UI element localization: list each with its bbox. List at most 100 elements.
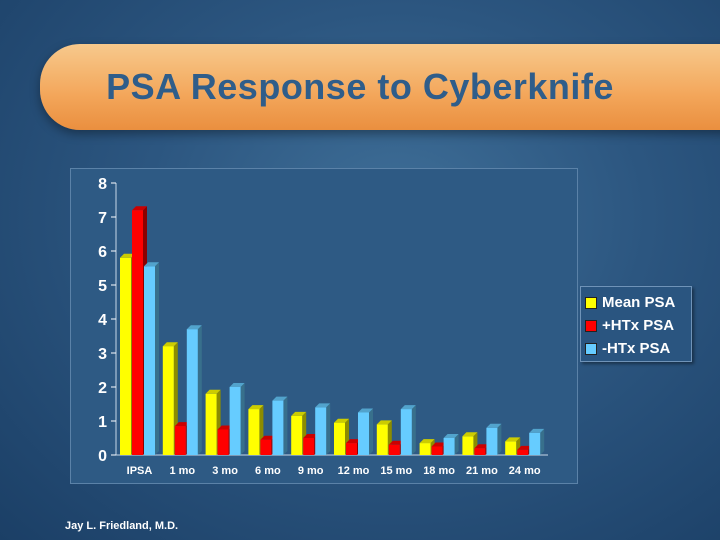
legend-swatch-mean-psa	[585, 296, 597, 309]
bar	[229, 383, 245, 455]
bar-top	[162, 342, 178, 347]
bar-top	[431, 442, 447, 447]
bar-front	[120, 257, 131, 455]
bar	[358, 408, 373, 455]
y-tick-label: 8	[98, 176, 107, 193]
x-tick-label: 3 mo	[212, 465, 238, 477]
bar-top	[486, 423, 502, 428]
bar-front	[205, 393, 217, 455]
title-band	[40, 44, 720, 130]
legend-item-plus-htx-psa: +HTx PSA	[585, 314, 691, 337]
bar-top	[376, 420, 392, 425]
bar	[529, 428, 545, 455]
legend-label: Mean PSA	[602, 294, 676, 311]
bar-front	[474, 448, 486, 455]
bar	[186, 325, 202, 455]
legend: Mean PSA +HTx PSA -HTx PSA	[580, 286, 692, 362]
bar	[315, 403, 331, 455]
bar-top	[120, 253, 135, 258]
bar-top	[217, 425, 233, 430]
y-tick-label: 6	[98, 244, 107, 261]
bar-front	[529, 432, 541, 455]
legend-label: +HTx PSA	[602, 317, 675, 334]
bar	[486, 423, 502, 455]
bar-front	[186, 329, 198, 455]
bar-front	[431, 446, 443, 455]
bar-side	[326, 403, 331, 455]
bar-front	[260, 439, 272, 455]
bar-front	[462, 436, 474, 455]
bar-top	[474, 444, 490, 449]
slide-title: PSA Response to Cyberknife	[106, 66, 614, 107]
legend-item-mean-psa: Mean PSA	[585, 291, 691, 314]
bar-top	[229, 383, 245, 387]
x-tick-label: 6 mo	[255, 465, 281, 477]
bar	[443, 434, 459, 455]
x-tick-label: 15 mo	[380, 465, 412, 477]
bar-front	[505, 441, 517, 455]
bar-front	[400, 409, 412, 455]
bar-front	[144, 266, 155, 455]
y-tick-label: 1	[98, 414, 107, 431]
bar-side	[497, 423, 502, 455]
x-tick-label: 9 mo	[298, 465, 324, 477]
legend-item-minus-htx-psa: -HTx PSA	[585, 337, 691, 360]
y-tick-label: 7	[98, 210, 107, 227]
legend-swatch-minus-htx-psa	[585, 342, 597, 355]
bar-top	[517, 445, 533, 450]
bar-top	[346, 439, 361, 444]
bar-front	[217, 429, 229, 455]
bar-side	[155, 262, 159, 455]
y-tick-label: 2	[98, 380, 107, 397]
bar-top	[303, 434, 319, 438]
bar-front	[388, 444, 400, 455]
bar-top	[272, 396, 288, 401]
bar-top	[205, 389, 221, 394]
bar-top	[462, 432, 478, 437]
x-tick-label: 21 mo	[466, 465, 498, 477]
bar-top	[358, 408, 373, 413]
bar-side	[454, 434, 459, 455]
bar-front	[315, 407, 327, 455]
x-tick-label: 12 mo	[338, 465, 370, 477]
bar-front	[486, 427, 498, 455]
bar-top	[174, 422, 190, 427]
bar-front	[517, 449, 529, 455]
bar-front	[174, 426, 186, 455]
bar-front	[248, 409, 260, 455]
bar-front	[334, 422, 345, 455]
bar-front	[272, 400, 284, 455]
bar-side	[369, 408, 373, 455]
bar-side	[283, 396, 288, 455]
bar-top	[334, 418, 349, 423]
y-tick-label: 5	[98, 278, 107, 295]
bar-front	[303, 438, 315, 455]
bar-side	[411, 405, 416, 455]
bar-top	[248, 405, 264, 410]
y-tick-label: 4	[98, 312, 107, 329]
bar-top	[315, 403, 331, 408]
bar	[144, 262, 159, 455]
bar-top	[132, 206, 147, 211]
bar-top	[260, 435, 276, 440]
bar-front	[443, 438, 455, 455]
y-tick-label: 0	[98, 448, 107, 465]
bar-top	[186, 325, 202, 330]
x-tick-label: 24 mo	[509, 465, 541, 477]
bar-top	[144, 262, 159, 267]
bar-side	[197, 325, 202, 455]
bar-top	[529, 428, 545, 433]
bar-top	[443, 434, 459, 438]
x-tick-label: 18 mo	[423, 465, 455, 477]
bar-top	[419, 439, 435, 444]
bar	[272, 396, 288, 455]
bar-side	[540, 428, 545, 455]
presenter-credit: Jay L. Friedland, M.D.	[65, 520, 179, 532]
bar-top	[291, 411, 307, 416]
bar-top	[505, 437, 521, 442]
y-tick-label: 3	[98, 346, 107, 363]
bar-front	[419, 443, 431, 455]
bar	[400, 405, 416, 455]
bar-front	[346, 443, 357, 455]
